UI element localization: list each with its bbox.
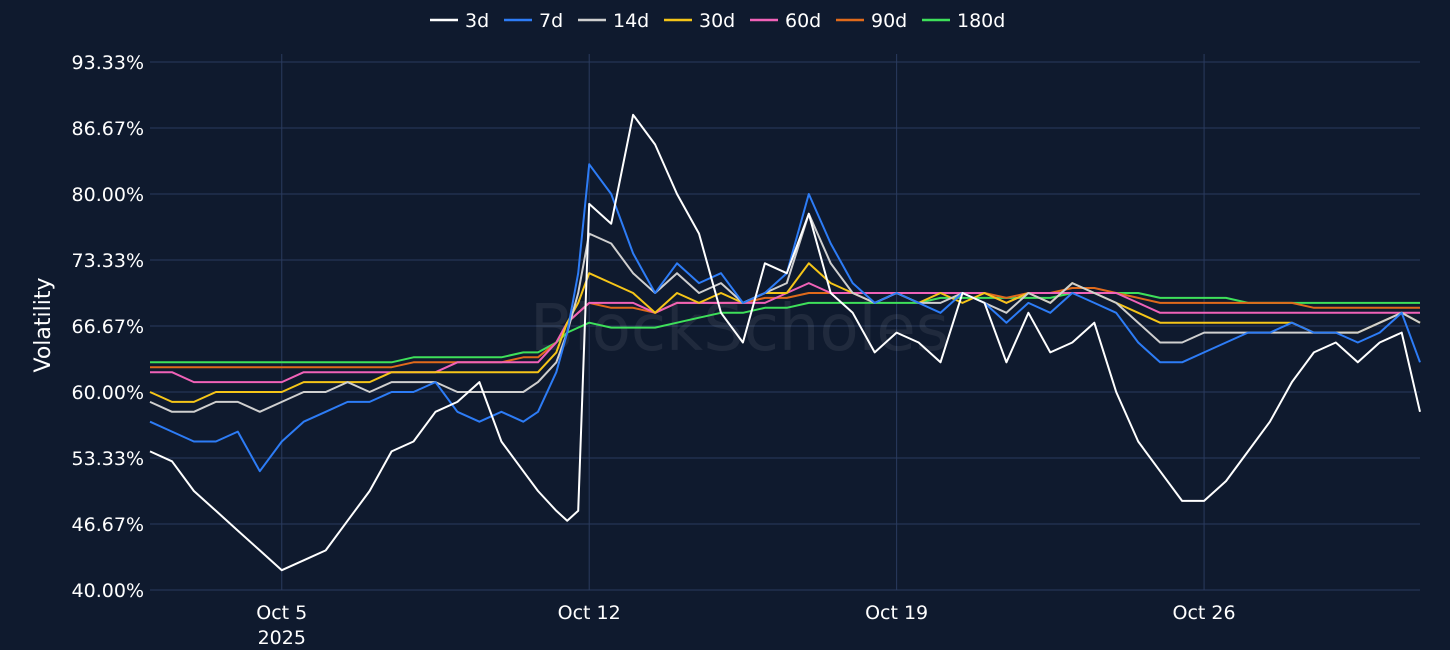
y-axis-label: Volatility: [31, 277, 56, 372]
x-tick-label: Oct 12: [558, 602, 621, 624]
legend-item-7d[interactable]: 7d: [504, 10, 563, 32]
x-axis-ticks: Oct 5 2025 Oct 12 Oct 19 Oct 26: [256, 602, 1235, 649]
y-tick-label: 46.67%: [72, 514, 144, 536]
legend-item-60d[interactable]: 60d: [750, 10, 821, 32]
x-tick-label: Oct 19: [865, 602, 928, 624]
y-tick-label: 80.00%: [72, 184, 144, 206]
legend-label: 180d: [957, 10, 1005, 32]
series-lines: [149, 113, 1421, 572]
y-tick-label: 73.33%: [72, 250, 144, 272]
legend-label: 3d: [465, 10, 489, 32]
series-line-90d: [150, 287, 1420, 369]
legend-label: 14d: [613, 10, 649, 32]
series-line-3d: [149, 113, 1421, 572]
x-tick-sublabel: 2025: [258, 627, 306, 649]
x-tick-label: Oct 26: [1173, 602, 1236, 624]
series-line-60d: [150, 282, 1420, 384]
y-axis-ticks: 40.00% 46.67% 53.33% 60.00% 66.67% 73.33% 80.0…: [72, 52, 144, 602]
y-tick-label: 53.33%: [72, 448, 144, 470]
legend-item-30d[interactable]: 30d: [664, 10, 735, 32]
y-tick-label: 93.33%: [72, 52, 144, 74]
legend[interactable]: 3d 7d 14d 30d 60d 90d 180d: [430, 10, 1005, 32]
legend-label: 30d: [699, 10, 735, 32]
y-tick-label: 66.67%: [72, 316, 144, 338]
legend-item-90d[interactable]: 90d: [836, 10, 907, 32]
legend-label: 60d: [785, 10, 821, 32]
x-tick-label: Oct 5: [256, 602, 307, 624]
series-line-7d: [149, 163, 1421, 473]
legend-item-3d[interactable]: 3d: [430, 10, 489, 32]
y-tick-label: 40.00%: [72, 580, 144, 602]
legend-item-14d[interactable]: 14d: [578, 10, 649, 32]
y-tick-label: 86.67%: [72, 118, 144, 140]
legend-label: 7d: [539, 10, 563, 32]
legend-item-180d[interactable]: 180d: [922, 10, 1005, 32]
y-tick-label: 60.00%: [72, 382, 144, 404]
series-line-180d: [150, 292, 1420, 364]
legend-label: 90d: [871, 10, 907, 32]
